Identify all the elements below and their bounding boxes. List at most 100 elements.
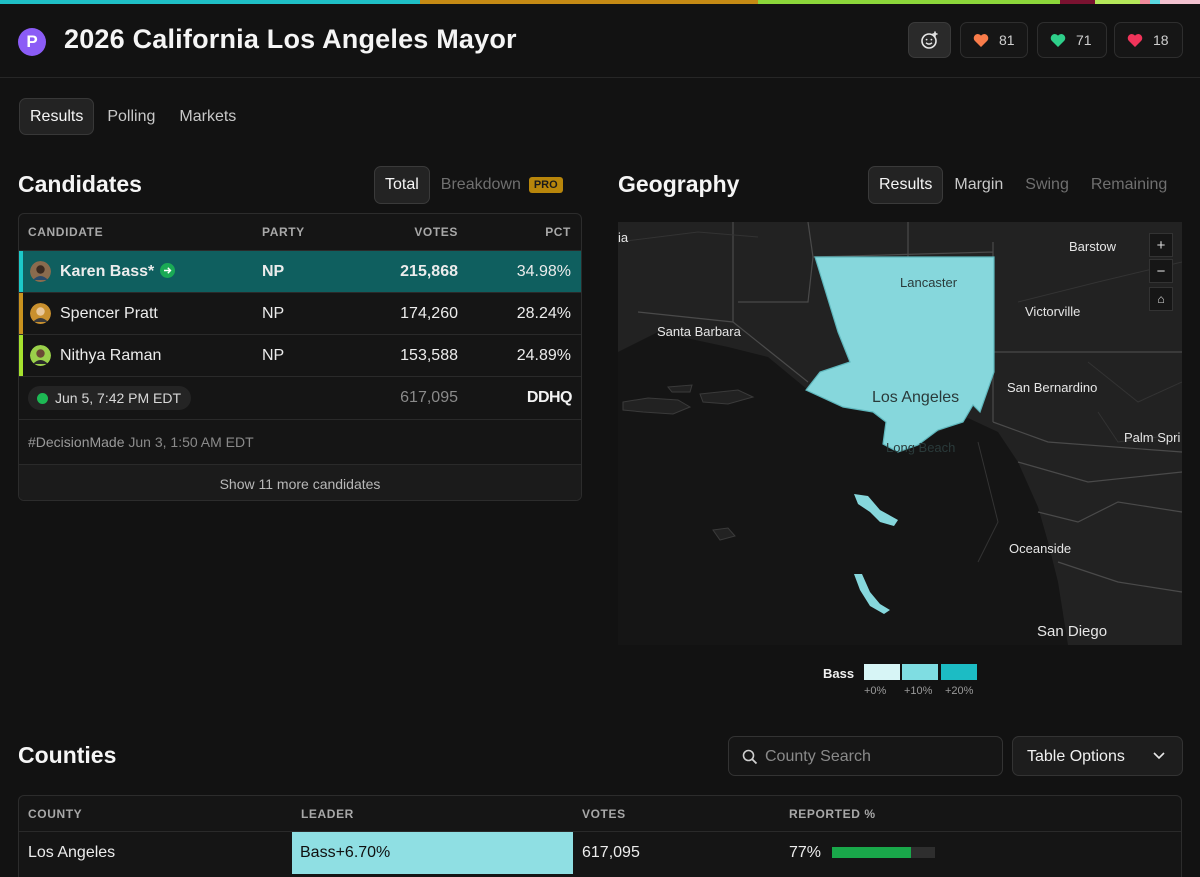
source-logo[interactable]: DDHQ [526, 389, 573, 406]
page-header: P 2026 California Los Angeles Mayor 81 7… [0, 4, 1200, 78]
smiley-plus-icon [920, 31, 937, 49]
candidate-color-bar [19, 251, 23, 292]
geography-map[interactable]: ia Barstow Lancaster Victorville Santa B… [618, 222, 1182, 645]
live-dot-icon [37, 392, 48, 404]
county-votes: 617,095 [582, 844, 640, 861]
mode-swing[interactable]: Swing [1025, 176, 1069, 193]
candidate-pct: 34.98% [516, 263, 571, 280]
legend-swatch [941, 664, 977, 680]
reaction-green-heart[interactable]: 71 [1037, 22, 1107, 58]
mode-remaining[interactable]: Remaining [1090, 176, 1168, 193]
candidate-color-bar [19, 335, 23, 376]
avatar [30, 345, 51, 366]
table-header: COUNTY LEADER VOTES REPORTED % [19, 796, 1181, 832]
zoom-out-button[interactable]: − [1149, 259, 1173, 283]
candidate-party: NP [262, 347, 285, 364]
candidates-view-toggle: Total Breakdown PRO [374, 166, 574, 204]
candidates-heading: Candidates [18, 171, 142, 197]
col-pct[interactable]: PCT [545, 225, 571, 239]
candidate-color-bar [19, 293, 23, 334]
candidate-party: NP [262, 305, 285, 322]
candidate-votes: 153,588 [400, 347, 458, 364]
page-title: 2026 California Los Angeles Mayor [64, 24, 517, 54]
mode-results[interactable]: Results [868, 166, 944, 204]
candidate-row[interactable]: Nithya Raman NP 153,588 24.89% [19, 335, 581, 377]
home-icon[interactable]: ⌂ [1149, 287, 1173, 311]
reported-progress-bar [832, 847, 935, 858]
search-icon [742, 749, 758, 765]
candidate-name: Nithya Raman [60, 347, 162, 364]
tab-polling[interactable]: Polling [107, 107, 156, 125]
geography-heading: Geography [618, 171, 740, 197]
candidate-row[interactable]: Karen Bass* NP 215,868 34.98% [19, 251, 581, 293]
green-heart-icon [1050, 33, 1066, 47]
reported-pct: 77% [789, 844, 822, 861]
avatar [30, 303, 51, 324]
top-color-bar [0, 0, 1200, 4]
col-reported[interactable]: REPORTED % [789, 807, 876, 821]
legend-tick: +20% [945, 685, 974, 697]
results-meta-row: Jun 5, 7:42 PM EDT 617,095 DDHQ [19, 377, 581, 420]
app-logo[interactable]: P [18, 28, 46, 56]
candidate-votes: 174,260 [400, 305, 458, 322]
show-more-button[interactable]: Show 11 more candidates [19, 465, 581, 500]
reaction-pink-heart[interactable]: 18 [1114, 22, 1183, 58]
candidate-name: Spencer Pratt [60, 305, 158, 322]
col-party[interactable]: PARTY [262, 225, 305, 239]
mode-margin[interactable]: Margin [954, 176, 1004, 193]
legend-label: Bass [823, 666, 855, 681]
leader-cell: Bass+6.70% [292, 832, 573, 874]
map-label: Oceanside [1009, 541, 1072, 556]
zoom-in-button[interactable]: + [1149, 233, 1173, 257]
tab-results[interactable]: Results [19, 98, 95, 135]
col-county[interactable]: COUNTY [28, 807, 83, 821]
map-canvas [618, 222, 1182, 645]
pro-badge: PRO [528, 177, 563, 193]
candidate-pct: 28.24% [516, 305, 571, 322]
table-row[interactable]: Los Angeles Bass+6.70% 617,095 77% [19, 832, 1181, 876]
chevron-down-icon [1153, 752, 1165, 760]
toggle-breakdown[interactable]: Breakdown PRO [430, 166, 574, 204]
winner-arrow-icon [160, 263, 176, 278]
orange-heart-icon [973, 33, 989, 47]
candidates-table: CANDIDATE PARTY VOTES PCT Karen Bass* NP… [18, 213, 582, 501]
map-label: Palm Spri [1124, 430, 1181, 445]
reaction-count: 18 [1153, 32, 1169, 48]
candidate-pct: 24.89% [516, 347, 571, 364]
toggle-total[interactable]: Total [374, 166, 430, 204]
tab-markets[interactable]: Markets [179, 107, 237, 125]
last-updated-badge: Jun 5, 7:42 PM EDT [28, 386, 192, 410]
reaction-count: 81 [999, 32, 1015, 48]
candidate-row[interactable]: Spencer Pratt NP 174,260 28.24% [19, 293, 581, 335]
candidate-votes: 215,868 [400, 263, 458, 280]
legend-tick: +0% [864, 685, 887, 697]
map-label: Los Angeles [872, 389, 960, 406]
decision-row: #DecisionMade Jun 3, 1:50 AM EDT [19, 420, 581, 465]
col-candidate[interactable]: CANDIDATE [28, 225, 104, 239]
map-label: Barstow [1069, 239, 1116, 254]
show-more-label: Show 11 more candidates [219, 476, 381, 492]
reaction-count: 71 [1076, 32, 1092, 48]
map-label: Lancaster [900, 275, 958, 290]
col-leader[interactable]: LEADER [301, 807, 354, 821]
add-reaction-button[interactable] [908, 22, 951, 58]
col-votes[interactable]: VOTES [582, 807, 626, 821]
legend-swatch [864, 664, 900, 680]
legend-swatch [902, 664, 938, 680]
candidate-name-text: Karen Bass* [60, 263, 155, 280]
breakdown-label: Breakdown [440, 176, 521, 193]
table-options-dropdown[interactable]: Table Options [1012, 736, 1183, 776]
leader-margin: Bass+6.70% [300, 844, 391, 861]
county-search-input[interactable]: County Search [728, 736, 1003, 776]
reaction-orange-heart[interactable]: 81 [960, 22, 1028, 58]
last-updated-time: Jun 5, 7:42 PM EDT [55, 390, 182, 406]
total-votes: 617,095 [400, 389, 458, 406]
col-votes[interactable]: VOTES [414, 225, 458, 239]
decision-tag[interactable]: #DecisionMade [28, 434, 125, 450]
pink-heart-icon [1127, 33, 1143, 47]
map-label: ia [618, 230, 629, 245]
decision-time: Jun 3, 1:50 AM EDT [128, 434, 254, 450]
table-options-label: Table Options [1027, 748, 1125, 765]
avatar [30, 261, 51, 282]
map-label: Santa Barbara [657, 324, 741, 339]
